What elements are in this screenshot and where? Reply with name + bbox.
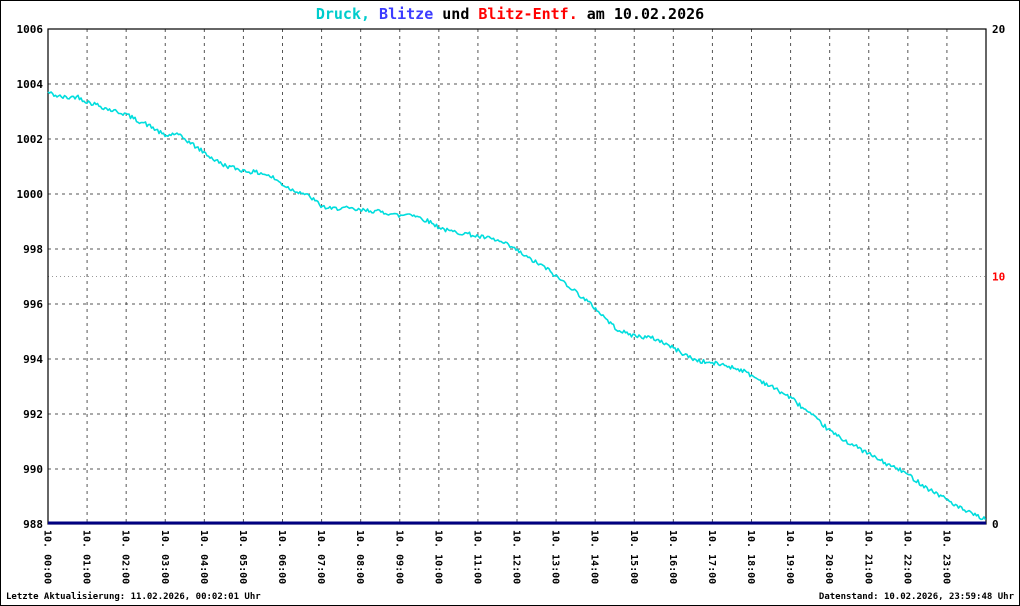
x-tick-label: 10. 13:00 — [550, 530, 561, 584]
title-blitze-label: Blitze — [370, 5, 434, 23]
x-tick-label: 10. 09:00 — [393, 530, 404, 584]
x-tick-label: 10. 12:00 — [511, 530, 522, 584]
data-timestamp-text: Datenstand: 10.02.2026, 23:59:48 Uhr — [818, 592, 1014, 602]
title-date-label: am 10.02.2026 — [577, 5, 705, 23]
y-right-tick-label: 10 — [992, 271, 1005, 284]
y-left-tick-label: 998 — [23, 243, 43, 256]
pressure-series-line — [47, 91, 987, 521]
y-left-tick-label: 990 — [23, 463, 43, 476]
x-tick-label: 10. 04:00 — [198, 530, 209, 584]
x-tick-label: 10. 20:00 — [823, 530, 834, 584]
y-left-tick-label: 1000 — [17, 188, 44, 201]
x-tick-label: 10. 17:00 — [706, 530, 717, 584]
title-und-label: und — [433, 5, 479, 23]
last-update-text: Letzte Aktualisierung: 11.02.2026, 00:02… — [6, 592, 261, 602]
x-tick-label: 10. 10:00 — [432, 530, 443, 584]
x-tick-label: 10. 08:00 — [354, 530, 365, 584]
y-right-tick-label: 20 — [992, 23, 1005, 36]
y-left-tick-label: 1002 — [17, 133, 44, 146]
y-left-tick-label: 992 — [23, 408, 43, 421]
y-left-tick-label: 994 — [23, 353, 43, 366]
title-blitz-entf-label: Blitz-Entf. — [478, 5, 578, 23]
x-tick-label: 10. 23:00 — [940, 530, 951, 584]
x-tick-label: 10. 18:00 — [745, 530, 756, 584]
x-tick-label: 10. 01:00 — [81, 530, 92, 584]
title-druck-label: Druck, — [315, 5, 371, 23]
x-tick-label: 10. 06:00 — [276, 530, 287, 584]
y-left-tick-label: 988 — [23, 518, 43, 531]
y-left-tick-label: 1006 — [17, 23, 44, 36]
x-tick-label: 10. 16:00 — [667, 530, 678, 584]
x-tick-label: 10. 02:00 — [120, 530, 131, 584]
chart-title: Druck, Blitze und Blitz-Entf. am 10.02.2… — [1, 5, 1019, 23]
x-tick-label: 10. 07:00 — [315, 530, 326, 584]
x-tick-label: 10. 03:00 — [159, 530, 170, 584]
x-tick-label: 10. 19:00 — [784, 530, 795, 584]
y-left-tick-label: 1004 — [17, 78, 44, 91]
x-tick-label: 10. 21:00 — [862, 530, 873, 584]
y-right-tick-label: 0 — [992, 518, 999, 531]
x-tick-label: 10. 05:00 — [237, 530, 248, 584]
x-tick-label: 10. 22:00 — [901, 530, 912, 584]
x-tick-label: 10. 11:00 — [471, 530, 482, 584]
y-left-tick-label: 996 — [23, 298, 43, 311]
x-tick-label: 10. 15:00 — [628, 530, 639, 584]
x-tick-label: 10. 00:00 — [42, 530, 53, 584]
x-tick-label: 10. 14:00 — [589, 530, 600, 584]
